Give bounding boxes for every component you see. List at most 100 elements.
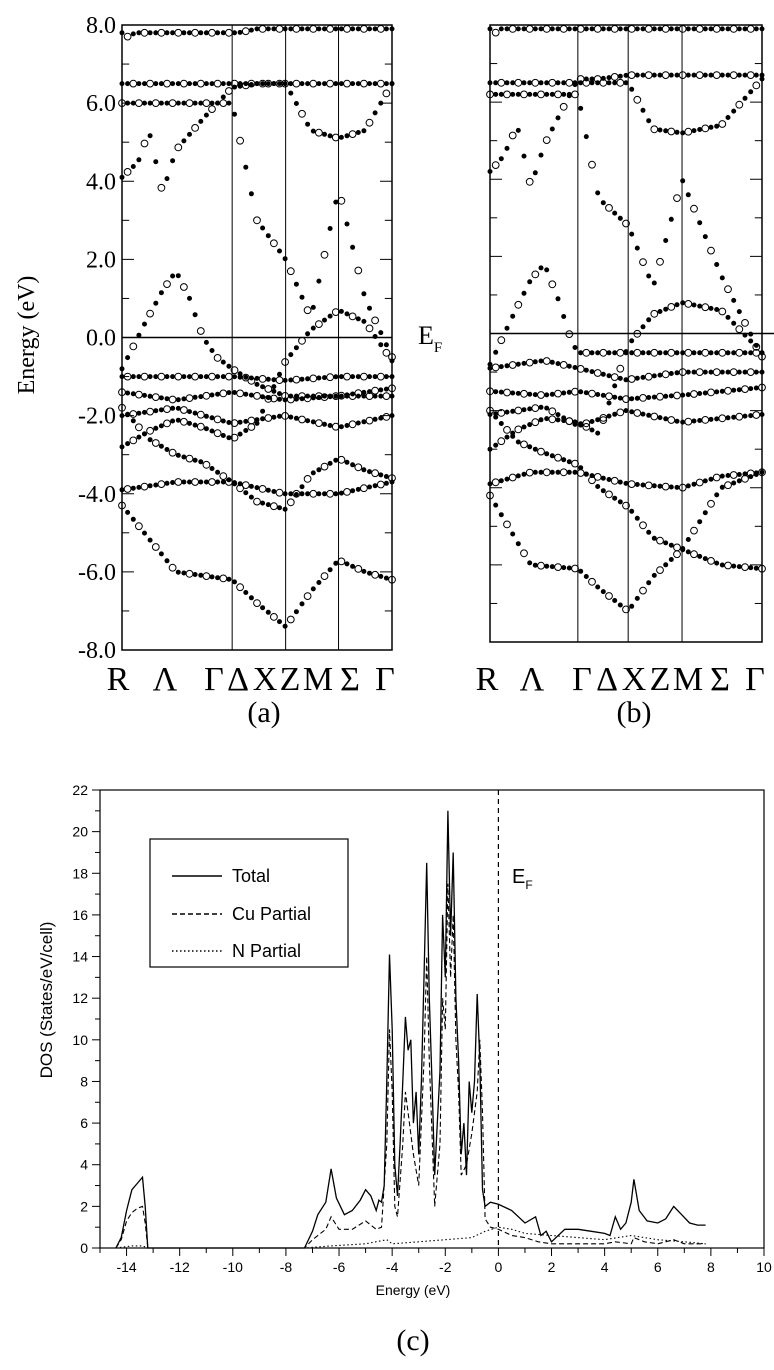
band-point (298, 415, 306, 424)
band-point (600, 488, 606, 494)
band-point (320, 572, 329, 580)
band-point (561, 390, 567, 396)
band-point (203, 81, 209, 87)
band-point (355, 316, 361, 322)
band-point (293, 396, 299, 402)
band-point (130, 31, 136, 37)
band-point (701, 303, 710, 312)
band-point (153, 81, 159, 87)
band-point (678, 483, 687, 492)
band-point (382, 413, 391, 421)
band-point (129, 410, 138, 418)
band-point (337, 557, 346, 566)
x-axis-label-c: Energy (eV) (376, 1282, 451, 1298)
k-label: Σ (710, 661, 730, 698)
band-point (629, 338, 635, 344)
k-label: Δ (596, 661, 618, 698)
band-point (153, 482, 159, 488)
band-point (220, 479, 226, 485)
band-point (503, 520, 511, 529)
band-point (510, 430, 516, 436)
band-point (746, 71, 755, 79)
x-tick-label: 10 (756, 1259, 772, 1275)
band-point (725, 26, 731, 32)
band-point (372, 374, 378, 380)
band-point (634, 26, 640, 32)
band-point (555, 469, 561, 475)
band-point (741, 385, 749, 394)
band-point (588, 389, 596, 398)
band-point (310, 304, 316, 310)
band-point (633, 409, 642, 417)
band-point (125, 412, 131, 418)
band-point (515, 361, 521, 367)
band-point (629, 508, 635, 514)
band-point (213, 415, 222, 424)
band-point (634, 375, 640, 381)
band-point (226, 100, 232, 106)
band-point (344, 459, 350, 465)
band-point (191, 372, 200, 381)
band-point (589, 350, 595, 356)
band-point (753, 565, 759, 571)
band-point (248, 82, 254, 87)
band-point (327, 567, 333, 573)
band-11 (487, 76, 765, 136)
band-point (640, 72, 646, 78)
band-point (135, 99, 143, 107)
band-point (350, 244, 356, 250)
band-point (293, 101, 299, 106)
band-point (582, 423, 591, 431)
band-point (271, 26, 277, 32)
band-point (338, 308, 344, 314)
band-point (215, 30, 221, 36)
band-point (348, 130, 357, 139)
band-point (163, 79, 171, 88)
band-point (187, 479, 192, 485)
band-point (510, 313, 516, 319)
band-point (232, 390, 237, 395)
band-point (271, 489, 277, 494)
band-point (503, 90, 511, 99)
band-point (678, 368, 687, 377)
band-point (736, 26, 742, 32)
band-point (192, 312, 198, 318)
band-point (130, 391, 136, 397)
band-point (661, 482, 670, 491)
band-point (497, 78, 506, 87)
band-point (498, 512, 504, 518)
band-point (343, 372, 351, 381)
band-point (555, 361, 561, 367)
band-point (247, 416, 256, 425)
band-point (510, 408, 516, 414)
band-point (292, 79, 301, 88)
band-point (639, 586, 647, 595)
band-point (350, 391, 356, 397)
band-point (248, 483, 254, 489)
band-point (566, 469, 572, 475)
band-point (583, 367, 589, 373)
band-point (606, 350, 612, 356)
band-point (219, 99, 228, 107)
band-point (531, 78, 540, 87)
band-point (617, 499, 623, 505)
band-point (559, 361, 568, 369)
band-point (236, 583, 245, 592)
band-point (164, 480, 170, 486)
band-point (746, 25, 755, 33)
band-point (623, 26, 629, 32)
band-point (187, 295, 192, 301)
band-point (236, 389, 245, 398)
band-point (203, 426, 209, 432)
band-point (633, 329, 642, 338)
band-point (316, 395, 322, 400)
band-point (521, 290, 527, 296)
band-point (685, 192, 691, 198)
band-point (378, 415, 384, 421)
y-tick-label: 18 (72, 865, 88, 881)
k-label: X (253, 661, 278, 698)
band-point (673, 194, 681, 203)
band-point (198, 394, 204, 400)
band-point (196, 79, 205, 88)
band-point (365, 416, 374, 425)
